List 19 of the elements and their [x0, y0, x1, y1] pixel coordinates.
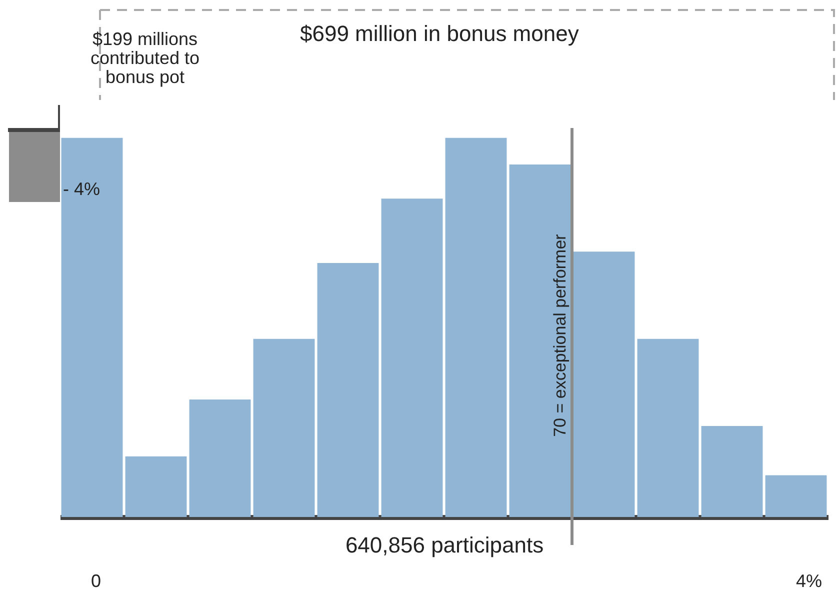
x-axis-title: 640,856 participants [345, 532, 544, 558]
bar [317, 263, 379, 517]
bar [445, 138, 507, 517]
bar [189, 399, 251, 517]
annotation: 70 = exceptional performer [550, 233, 570, 439]
bar [701, 426, 763, 517]
bar [253, 338, 315, 517]
text: 0 [91, 571, 102, 591]
bar [61, 138, 123, 517]
bar [573, 252, 635, 517]
bar [125, 456, 187, 517]
text: 4% [796, 571, 822, 591]
text: $199 millions contributed to bonus pot [89, 29, 201, 87]
bar [381, 198, 443, 517]
bar [509, 164, 571, 517]
annotation: - 4% [63, 179, 100, 199]
chart-title: $699 million in bonus money [300, 21, 579, 46]
bar [765, 475, 827, 517]
bar [637, 338, 699, 517]
